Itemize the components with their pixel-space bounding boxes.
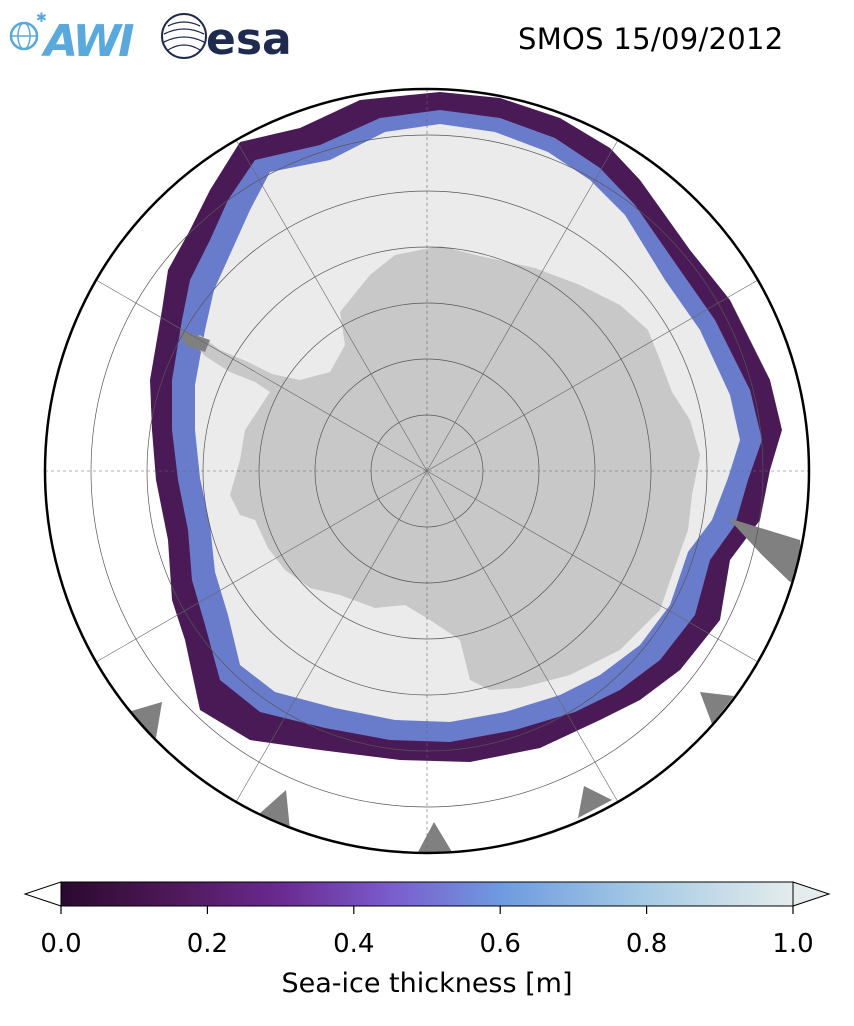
colorbar-tick-label-3: 0.6	[480, 929, 521, 959]
map-title: SMOS 15/09/2012	[518, 22, 784, 56]
logos: ✱ AWI esa	[9, 11, 292, 64]
no-data-patches	[128, 330, 802, 852]
meridians	[45, 89, 809, 853]
antarctica-land	[230, 246, 700, 690]
colorbar-tick-label-1: 0.2	[187, 929, 228, 959]
colorbar-tick-label-5: 1.0	[772, 929, 813, 959]
map-content	[45, 89, 809, 853]
colorbar-ticks: 0.0 0.2 0.4 0.6 0.8 1.0	[40, 906, 814, 959]
awi-logo: ✱ AWI	[9, 11, 137, 64]
esa-logo-text: esa	[206, 14, 292, 64]
colorbar-tick-label-2: 0.4	[333, 929, 374, 959]
map-boundary	[43, 87, 811, 855]
colorbar-label: Sea-ice thickness [m]	[281, 968, 572, 999]
colorbar-extend-max	[792, 881, 831, 907]
map	[43, 87, 811, 855]
colorbar-tick-label-0: 0.0	[40, 929, 81, 959]
awi-logo-text: AWI	[41, 16, 134, 64]
colorbar-bar	[60, 881, 794, 907]
esa-logo: esa	[161, 13, 292, 64]
esa-emblem-icon	[161, 13, 207, 59]
colorbar-tick-label-4: 0.8	[626, 929, 667, 959]
colorbar-extend-min	[23, 881, 62, 907]
antarctic-peninsula	[190, 335, 300, 392]
star-icon: ✱	[36, 11, 47, 26]
